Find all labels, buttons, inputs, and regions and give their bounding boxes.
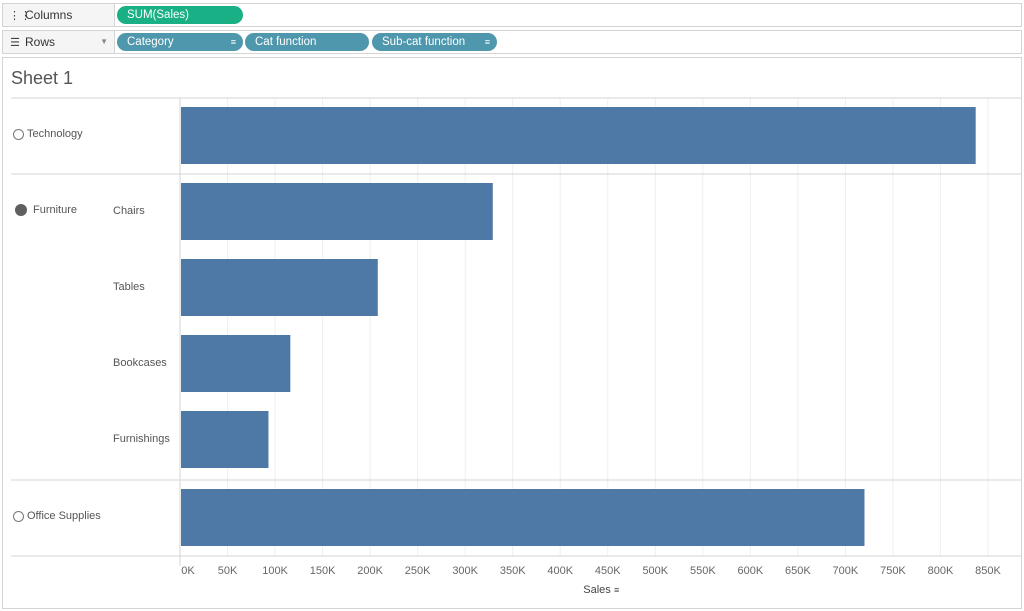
- sort-icon[interactable]: ≡: [230, 37, 236, 47]
- bar-office-supplies[interactable]: [181, 489, 865, 546]
- x-tick-label: 400K: [547, 565, 573, 577]
- chart-area: 0K 50K 100K 150K 200K 250K 300K 350K 400K 450K 500…: [3, 58, 1023, 610]
- x-tick-label: 150K: [310, 565, 336, 577]
- pill-sum-sales[interactable]: SUM(Sales): [117, 6, 243, 24]
- sheet-title: Sheet 1: [11, 68, 74, 88]
- empty-circle-icon: [13, 128, 24, 140]
- filled-circle-icon: [15, 204, 27, 216]
- bar-chairs[interactable]: [181, 183, 493, 240]
- pill-cat-function[interactable]: Cat function: [245, 33, 369, 51]
- chevron-down-icon[interactable]: ▼: [100, 37, 108, 46]
- pill-label: Cat function: [255, 36, 317, 48]
- bar-technology[interactable]: [181, 107, 976, 164]
- columns-shelf[interactable]: ⋮⋮ Columns SUM(Sales): [2, 3, 1022, 27]
- x-tick-label: 700K: [833, 565, 859, 577]
- x-tick-label: 750K: [880, 565, 906, 577]
- pill-subcat-function[interactable]: Sub-cat function ≡: [372, 33, 497, 51]
- category-label-technology[interactable]: Technology: [13, 128, 83, 140]
- bar-chart: 0K 50K 100K 150K 200K 250K 300K 350K 400K 450K 500…: [11, 97, 1021, 596]
- x-tick-label: 350K: [500, 565, 526, 577]
- x-tick-label: 200K: [357, 565, 383, 577]
- rows-label-text: Rows: [25, 35, 56, 49]
- x-tick-label: 650K: [785, 565, 811, 577]
- empty-circle-icon: [13, 510, 24, 522]
- x-tick-label: 250K: [405, 565, 431, 577]
- columns-shelf-label: ⋮⋮ Columns: [3, 4, 115, 26]
- bar-bookcases[interactable]: [181, 335, 291, 392]
- x-tick-label: 300K: [452, 565, 478, 577]
- rows-shelf[interactable]: ☰ Rows ▼ Category ≡ Cat function Sub-cat…: [2, 30, 1022, 54]
- subcategory-label[interactable]: Tables: [113, 281, 145, 293]
- category-label-text: Technology: [27, 128, 83, 140]
- sort-icon[interactable]: ≡: [614, 585, 619, 595]
- x-tick-label: 100K: [262, 565, 288, 577]
- subcategory-label[interactable]: Bookcases: [113, 357, 167, 369]
- x-tick-label: 550K: [690, 565, 716, 577]
- subcategory-label[interactable]: Chairs: [113, 205, 145, 217]
- x-axis-title: Sales: [583, 584, 611, 596]
- category-label-text: Office Supplies: [27, 510, 101, 522]
- columns-icon: ⋮⋮: [9, 9, 31, 22]
- columns-label-text: Columns: [25, 8, 73, 22]
- x-tick-label: 500K: [642, 565, 668, 577]
- x-tick-label: 850K: [975, 565, 1001, 577]
- x-tick-label: 50K: [218, 565, 238, 577]
- x-tick-label: 450K: [595, 565, 621, 577]
- x-tick-label: 600K: [738, 565, 764, 577]
- x-tick-label: 0K: [181, 565, 195, 577]
- pill-label: Category: [127, 36, 174, 48]
- sort-icon[interactable]: ≡: [484, 37, 490, 47]
- pill-label: Sub-cat function: [382, 36, 466, 48]
- category-label-office-supplies[interactable]: Office Supplies: [13, 510, 101, 522]
- subcategory-label[interactable]: Furnishings: [113, 433, 170, 445]
- sheet-view: Sheet 1 0K 50K 100K 150K 200K 250K 300K 350K 400…: [2, 57, 1022, 609]
- bar-tables[interactable]: [181, 259, 378, 316]
- category-label-furniture[interactable]: Furniture: [15, 204, 77, 216]
- rows-shelf-label: ☰ Rows ▼: [3, 31, 115, 53]
- rows-icon: ☰: [10, 36, 20, 49]
- pill-category[interactable]: Category ≡: [117, 33, 243, 51]
- x-tick-label: 800K: [928, 565, 954, 577]
- pill-label: SUM(Sales): [127, 9, 189, 21]
- bar-furnishings[interactable]: [181, 411, 269, 468]
- category-label-text: Furniture: [33, 204, 78, 216]
